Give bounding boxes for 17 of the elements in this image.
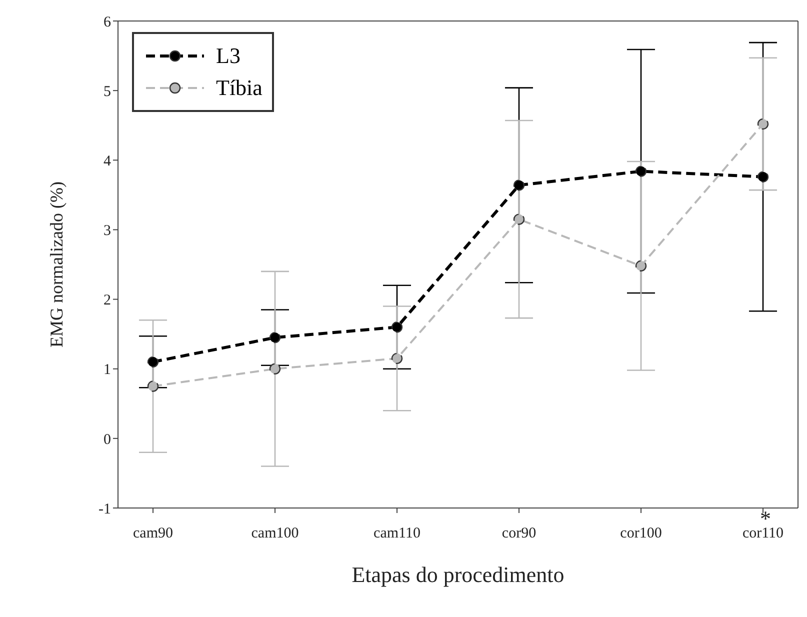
x-axis-title: Etapas do procedimento	[352, 562, 564, 587]
y-axis-title: EMG normalizado (%)	[46, 182, 66, 348]
x-tick-label: cam100	[251, 526, 299, 542]
y-tick-label: 5	[104, 84, 111, 100]
legend-label: Tíbia	[216, 75, 262, 101]
y-tick-label: 4	[104, 153, 112, 170]
y-tick-label: 0	[104, 432, 111, 448]
y-tick-label: 1	[104, 362, 111, 378]
y-tick-label: 6	[104, 14, 112, 30]
y-tick-label: -1	[98, 501, 111, 518]
x-tick-label: cam110	[374, 526, 420, 542]
y-tick-label: 3	[104, 223, 111, 240]
x-tick-label: cor100	[620, 526, 662, 542]
legend-label: L3	[216, 43, 240, 69]
x-tick-label: cam90	[133, 526, 173, 542]
x-tick-label: cor90	[502, 526, 536, 542]
y-tick-label: 2	[104, 292, 111, 309]
